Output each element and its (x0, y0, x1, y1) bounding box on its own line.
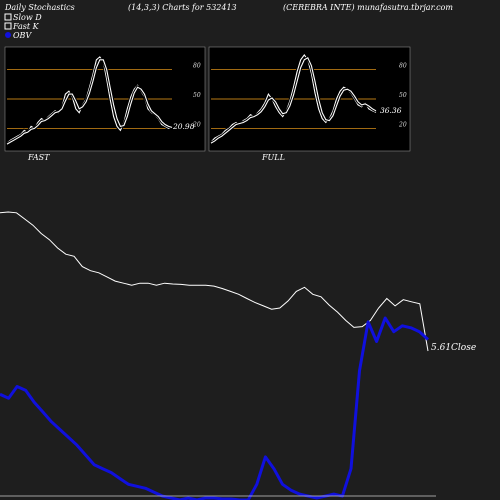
fast-level-label-80: 80 (193, 63, 201, 70)
price-obv-panel (0, 211, 430, 500)
full-panel: 20 50 80 36.36 (208, 46, 411, 152)
fast-k-legend-icon (4, 22, 12, 30)
close-value-label: 5.61Close (431, 343, 476, 353)
close-price-line (0, 211, 429, 352)
full-last-value: 36.36 (380, 106, 402, 115)
full-level-label-50: 50 (399, 92, 407, 99)
full-level-label-20: 20 (398, 121, 407, 128)
full-label: FULL (261, 153, 285, 162)
fast-label: FAST (27, 153, 50, 162)
legend: Slow D Fast K OBV (4, 13, 42, 40)
obv-line (0, 316, 430, 500)
obv-legend-icon (5, 32, 11, 38)
legend-slow-d: Slow D (13, 13, 42, 22)
legend-fast-k: Fast K (12, 22, 40, 31)
slow-d-legend-icon (4, 13, 12, 21)
company-label: (CEREBRA INTE) munafasutra.tbrjar.com (283, 3, 453, 12)
legend-obv: OBV (13, 31, 32, 40)
fast-last-value: 20.98 (172, 122, 195, 131)
chart-title: Daily Stochastics (4, 3, 75, 12)
full-slow-d-line (210, 57, 377, 144)
fast-level-label-20: 20 (192, 121, 201, 128)
fast-panel: 20 50 80 20.98 (4, 46, 206, 152)
fast-slow-d-line (6, 59, 173, 145)
chart-params: (14,3,3) Charts for 532413 (128, 3, 237, 12)
full-level-label-80: 80 (399, 63, 407, 70)
fast-level-label-50: 50 (193, 92, 201, 99)
